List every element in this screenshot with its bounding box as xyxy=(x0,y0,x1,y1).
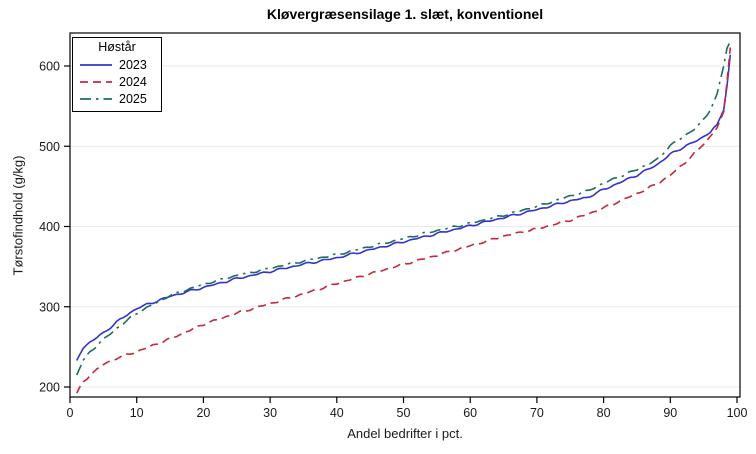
plot-frame xyxy=(69,32,741,398)
x-tick-label: 90 xyxy=(663,406,677,420)
legend-label: 2023 xyxy=(119,57,147,72)
legend-title: Høstår xyxy=(98,40,136,54)
legend-swatch-solid-line xyxy=(80,63,112,66)
chart-title: Kløvergræsensilage 1. slæt, konventionel xyxy=(266,6,544,22)
series-line-2024 xyxy=(75,47,732,394)
legend-item-2024: 2024 xyxy=(73,73,161,90)
legend-label: 2025 xyxy=(119,91,147,106)
x-tick-label: 20 xyxy=(196,406,210,420)
series-line-2025 xyxy=(75,40,732,376)
x-tick-label: 60 xyxy=(463,406,477,420)
y-tick-label: 400 xyxy=(39,220,60,234)
y-tick-label: 200 xyxy=(39,381,60,395)
legend-item-2023: 2023 xyxy=(73,56,161,73)
x-tick-label: 70 xyxy=(530,406,544,420)
x-axis-label: Andel bedrifter i pct. xyxy=(347,426,463,441)
legend: Høstår 2023 2024 2025 xyxy=(72,37,162,112)
x-tick-label: 80 xyxy=(597,406,611,420)
legend-swatch-dash-line xyxy=(80,80,112,83)
y-tick-label: 500 xyxy=(39,140,60,154)
x-tick-label: 0 xyxy=(67,406,74,420)
legend-item-2025: 2025 xyxy=(73,90,161,107)
legend-rows: 2023 2024 2025 xyxy=(73,56,161,107)
x-tick-label: 30 xyxy=(263,406,277,420)
x-tick-label: 40 xyxy=(330,406,344,420)
legend-swatch-dash-dot-line xyxy=(80,97,112,100)
x-tick-label: 100 xyxy=(727,406,748,420)
x-tick-label: 10 xyxy=(130,406,144,420)
x-tick-label: 50 xyxy=(397,406,411,420)
y-tick-label: 600 xyxy=(39,60,60,74)
series-line-2023 xyxy=(75,54,732,361)
y-tick-label: 300 xyxy=(39,300,60,314)
legend-label: 2024 xyxy=(119,74,147,89)
